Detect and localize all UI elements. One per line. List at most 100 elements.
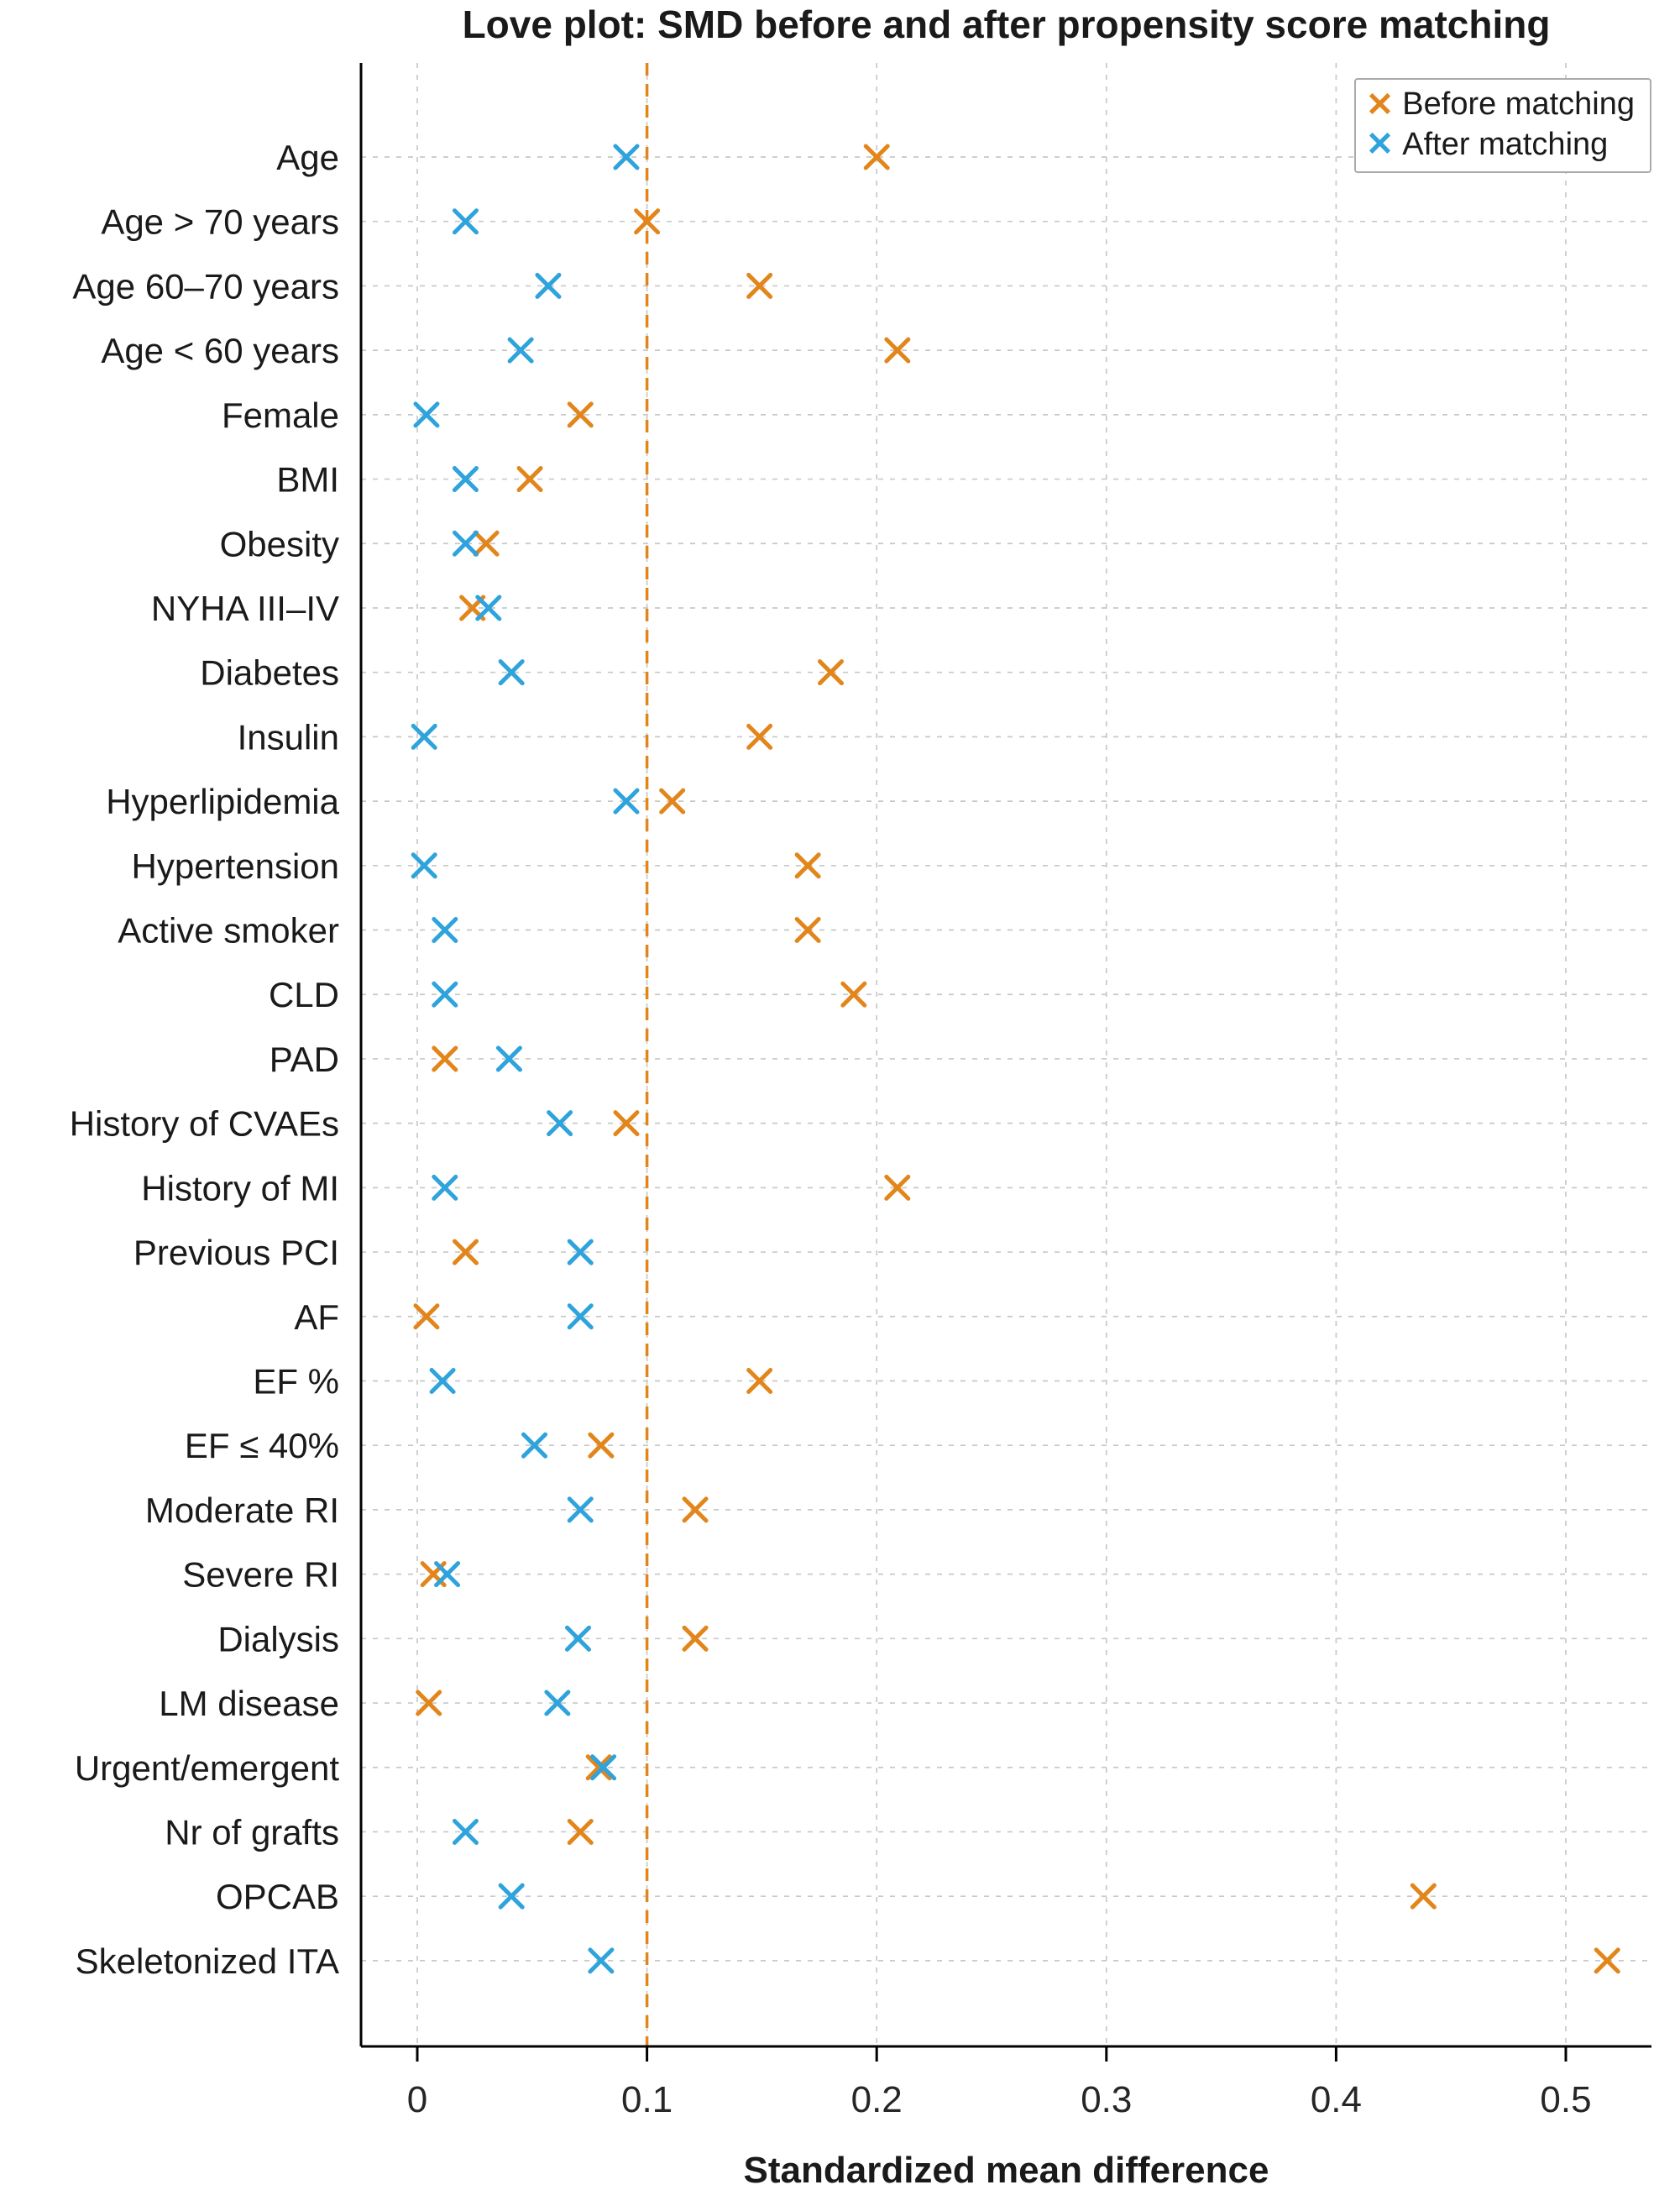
category-label: Age < 60 years bbox=[101, 331, 339, 370]
before-marker bbox=[413, 1303, 440, 1330]
after-marker bbox=[521, 1432, 548, 1459]
legend: ✕ Before matching ✕ After matching bbox=[1353, 78, 1651, 173]
before-marker bbox=[516, 466, 543, 493]
category-label: Insulin bbox=[238, 717, 339, 757]
after-marker bbox=[567, 1239, 594, 1265]
category-label: Female bbox=[222, 396, 339, 435]
before-marker bbox=[432, 1045, 458, 1072]
legend-item-before: ✕ Before matching bbox=[1366, 85, 1635, 125]
category-label: AF bbox=[294, 1297, 339, 1337]
category-label: Hyperlipidemia bbox=[106, 782, 339, 821]
category-label: Skeletonized ITA bbox=[76, 1941, 339, 1981]
after-marker bbox=[544, 1690, 571, 1716]
before-marker-icon: ✕ bbox=[1365, 86, 1395, 123]
x-tick-label: 0.5 bbox=[1540, 2079, 1591, 2120]
category-label: Moderate RI bbox=[145, 1491, 339, 1530]
category-label: History of CVAEs bbox=[70, 1104, 339, 1144]
x-axis-label: Standardized mean difference bbox=[743, 2150, 1269, 2191]
after-marker bbox=[547, 1110, 573, 1137]
after-marker bbox=[613, 788, 640, 815]
category-label: PAD bbox=[270, 1040, 339, 1079]
after-marker bbox=[613, 144, 640, 170]
before-marker bbox=[884, 1174, 911, 1201]
before-marker bbox=[794, 917, 821, 944]
before-marker bbox=[746, 272, 773, 299]
category-label: LM disease bbox=[159, 1684, 339, 1723]
before-marker bbox=[863, 144, 890, 170]
after-marker bbox=[452, 1818, 479, 1845]
before-marker bbox=[1410, 1883, 1437, 1910]
category-label: OPCAB bbox=[216, 1877, 339, 1916]
before-marker bbox=[473, 530, 500, 557]
before-marker bbox=[567, 401, 594, 428]
after-marker bbox=[588, 1947, 615, 1974]
x-tick-label: 0.3 bbox=[1081, 2079, 1132, 2120]
category-label: Age bbox=[276, 138, 339, 177]
category-label: Age > 70 years bbox=[101, 202, 339, 242]
before-marker bbox=[1594, 1947, 1620, 1974]
category-label: History of MI bbox=[141, 1168, 339, 1208]
after-marker bbox=[411, 723, 437, 750]
before-marker bbox=[634, 208, 661, 235]
category-label: Dialysis bbox=[217, 1619, 339, 1658]
after-marker bbox=[432, 1174, 458, 1201]
after-marker bbox=[475, 595, 502, 621]
after-marker bbox=[535, 272, 562, 299]
before-marker bbox=[884, 337, 911, 364]
after-marker bbox=[432, 981, 458, 1008]
before-marker bbox=[416, 1690, 442, 1716]
category-label: Diabetes bbox=[200, 653, 339, 693]
category-label: Previous PCI bbox=[133, 1233, 339, 1272]
after-marker bbox=[452, 530, 479, 557]
x-tick-label: 0.1 bbox=[621, 2079, 673, 2120]
after-marker-icon: ✕ bbox=[1365, 126, 1395, 164]
category-label: Severe RI bbox=[182, 1555, 339, 1595]
before-marker bbox=[567, 1818, 594, 1845]
category-label: CLD bbox=[269, 975, 339, 1014]
after-marker bbox=[411, 852, 437, 879]
x-tick-label: 0.2 bbox=[851, 2079, 903, 2120]
after-marker bbox=[432, 917, 458, 944]
before-marker bbox=[682, 1625, 709, 1652]
category-label: Obesity bbox=[220, 524, 339, 563]
legend-item-after: ✕ After matching bbox=[1366, 125, 1635, 165]
before-marker bbox=[452, 1239, 479, 1265]
legend-label-after: After matching bbox=[1402, 126, 1609, 162]
after-marker bbox=[565, 1625, 592, 1652]
after-marker bbox=[452, 208, 479, 235]
category-label: NYHA III–IV bbox=[151, 589, 339, 628]
category-label: Active smoker bbox=[118, 911, 339, 951]
before-marker bbox=[588, 1432, 615, 1459]
before-marker bbox=[746, 1367, 773, 1394]
before-marker bbox=[659, 788, 686, 815]
category-label: EF ≤ 40% bbox=[185, 1426, 339, 1465]
after-marker bbox=[567, 1303, 594, 1330]
after-marker bbox=[498, 1883, 525, 1910]
before-marker bbox=[682, 1496, 709, 1523]
category-label: Nr of grafts bbox=[165, 1812, 339, 1852]
after-marker bbox=[495, 1045, 522, 1072]
legend-label-before: Before matching bbox=[1402, 86, 1635, 122]
category-label: Urgent/emergent bbox=[75, 1748, 339, 1788]
after-marker bbox=[498, 659, 525, 686]
before-marker bbox=[746, 723, 773, 750]
x-tick-label: 0 bbox=[407, 2079, 427, 2120]
before-marker bbox=[840, 981, 867, 1008]
before-marker bbox=[585, 1754, 612, 1781]
category-label: Age 60–70 years bbox=[72, 266, 339, 306]
after-marker bbox=[413, 401, 440, 428]
chart-title: Love plot: SMD before and after propensi… bbox=[462, 3, 1551, 46]
before-marker bbox=[613, 1110, 640, 1137]
category-label: Hypertension bbox=[132, 846, 339, 886]
after-marker bbox=[434, 1561, 461, 1588]
after-marker bbox=[567, 1496, 594, 1523]
category-label: EF % bbox=[253, 1361, 339, 1401]
after-marker bbox=[590, 1754, 617, 1781]
after-marker bbox=[452, 466, 479, 493]
category-label: BMI bbox=[276, 460, 339, 500]
before-marker bbox=[794, 852, 821, 879]
after-marker bbox=[507, 337, 534, 364]
after-marker bbox=[429, 1367, 456, 1394]
